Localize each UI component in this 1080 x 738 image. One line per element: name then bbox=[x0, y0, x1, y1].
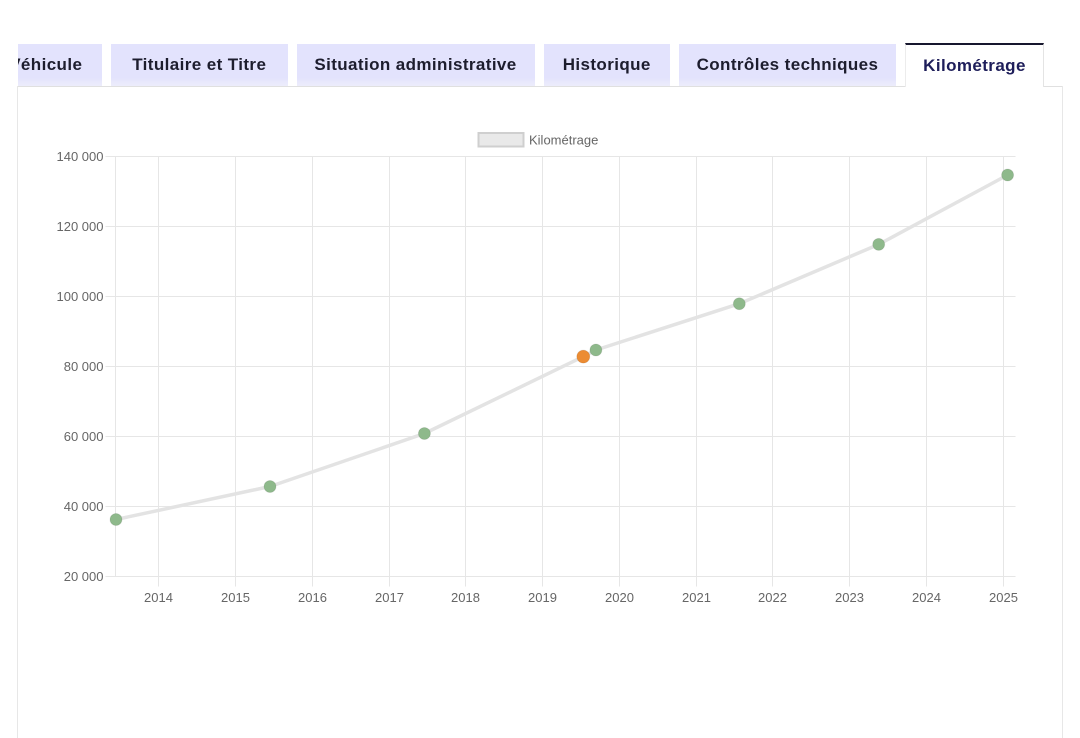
svg-text:140 000: 140 000 bbox=[57, 149, 104, 164]
svg-text:20 000: 20 000 bbox=[64, 569, 104, 584]
svg-text:2017: 2017 bbox=[375, 590, 404, 605]
svg-text:2018: 2018 bbox=[451, 590, 480, 605]
svg-text:2024: 2024 bbox=[912, 590, 941, 605]
svg-text:2014: 2014 bbox=[144, 590, 173, 605]
svg-text:100 000: 100 000 bbox=[57, 289, 104, 304]
svg-text:2015: 2015 bbox=[221, 590, 250, 605]
svg-text:2019: 2019 bbox=[528, 590, 557, 605]
svg-text:40 000: 40 000 bbox=[64, 499, 104, 514]
svg-text:80 000: 80 000 bbox=[64, 359, 104, 374]
svg-text:120 000: 120 000 bbox=[57, 219, 104, 234]
svg-text:2023: 2023 bbox=[835, 590, 864, 605]
svg-text:60 000: 60 000 bbox=[64, 429, 104, 444]
svg-text:2021: 2021 bbox=[682, 590, 711, 605]
svg-text:2016: 2016 bbox=[298, 590, 327, 605]
svg-text:Kilométrage: Kilométrage bbox=[529, 133, 598, 148]
svg-text:2020: 2020 bbox=[605, 590, 634, 605]
svg-text:2025: 2025 bbox=[989, 590, 1018, 605]
svg-text:2022: 2022 bbox=[758, 590, 787, 605]
